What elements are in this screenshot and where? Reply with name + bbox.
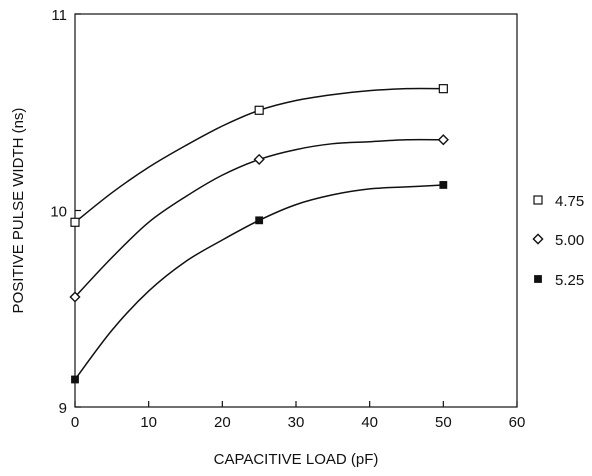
y-tick-label: 9 xyxy=(59,400,67,417)
data-point xyxy=(69,291,81,303)
x-axis-title: CAPACITIVE LOAD (pF) xyxy=(214,451,379,468)
series-4.75 xyxy=(70,84,448,227)
data-point xyxy=(70,217,80,227)
x-tick-label: 0 xyxy=(71,414,79,431)
x-tick-label: 30 xyxy=(288,414,305,431)
y-tick-label: 10 xyxy=(50,204,67,221)
x-tick-label: 40 xyxy=(361,414,378,431)
data-point xyxy=(71,375,79,384)
data-point xyxy=(437,134,449,146)
legend-marker xyxy=(534,275,542,283)
legend-marker xyxy=(532,233,544,245)
data-point xyxy=(253,153,265,165)
data-point xyxy=(254,105,264,115)
legend-item: 5.25 xyxy=(534,272,584,289)
y-axis-title: POSITIVE PULSE WIDTH (ns) xyxy=(10,108,27,314)
legend-item: 5.00 xyxy=(532,232,584,249)
series-5.00 xyxy=(69,134,449,303)
plot-frame xyxy=(74,13,518,408)
series-5.25 xyxy=(71,181,448,384)
x-tick-label: 10 xyxy=(140,414,157,431)
legend-marker xyxy=(533,195,543,205)
y-tick-label: 11 xyxy=(51,7,67,24)
legend: 4.75 5.00 5.25 xyxy=(532,193,584,289)
legend-label: 4.75 xyxy=(555,193,584,210)
x-tick-label: 20 xyxy=(214,414,231,431)
data-point xyxy=(439,181,448,189)
series-layer xyxy=(69,84,449,384)
series-line xyxy=(74,184,444,380)
legend-item: 4.75 xyxy=(533,193,584,210)
legend-label: 5.00 xyxy=(555,232,584,249)
axes-layer: 0 10 20 30 40 50 60 9 10 11 CAPACITIVE LOAD (pF) PO… xyxy=(10,7,525,468)
data-point xyxy=(438,84,448,94)
x-tick-label: 60 xyxy=(509,414,526,431)
x-tick-label: 50 xyxy=(435,414,452,431)
data-point xyxy=(255,216,264,225)
legend-label: 5.25 xyxy=(555,272,584,289)
